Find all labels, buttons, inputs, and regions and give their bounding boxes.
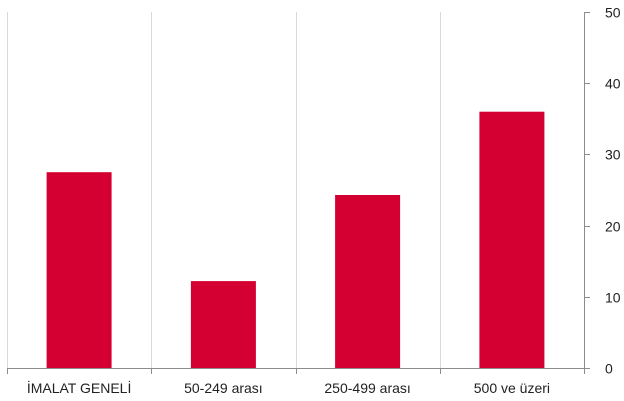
y-tick-label: 20 <box>605 219 621 235</box>
x-tick-label: 500 ve üzeri <box>474 380 550 396</box>
y-tick-label: 30 <box>605 147 621 163</box>
bar-layer <box>47 112 545 368</box>
bar <box>191 281 256 368</box>
y-tick-label: 40 <box>605 76 621 92</box>
y-tick-label: 50 <box>605 5 621 21</box>
bar <box>479 112 544 368</box>
x-tick-label: 50-249 arası <box>184 380 263 396</box>
bar <box>335 195 400 368</box>
y-tick-label: 10 <box>605 290 621 306</box>
bar <box>47 172 112 368</box>
y-tick-label: 0 <box>605 361 613 377</box>
x-tick-label: İMALAT GENELİ <box>27 379 132 396</box>
x-tick-label: 250-499 arası <box>324 380 410 396</box>
